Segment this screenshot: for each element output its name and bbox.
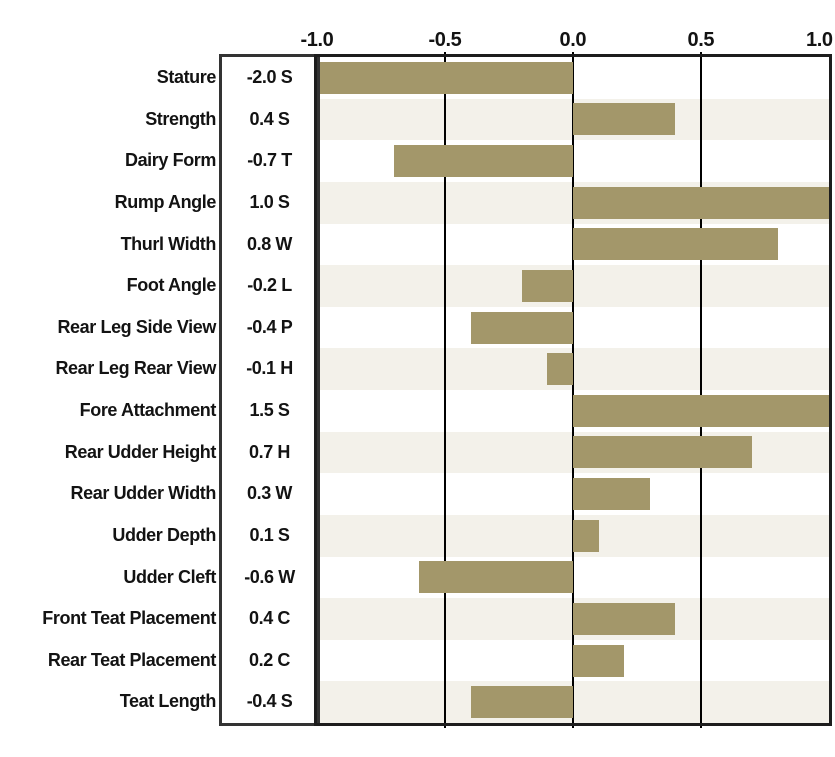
sta-bar bbox=[419, 561, 573, 594]
sta-value-label: 0.2 C bbox=[248, 649, 291, 670]
trait-label: Udder Cleft bbox=[123, 566, 216, 587]
sta-bar bbox=[547, 353, 573, 386]
sta-value-label: -0.6 W bbox=[244, 566, 295, 587]
trait-label: Rump Angle bbox=[114, 191, 217, 212]
x-axis-tick-label: -1.0 bbox=[300, 29, 334, 51]
trait-label: Rear Teat Placement bbox=[47, 649, 217, 670]
sta-value-label: 1.5 S bbox=[249, 400, 290, 420]
trait-label: Udder Depth bbox=[112, 524, 216, 545]
sta-bar bbox=[573, 602, 676, 635]
sta-bar bbox=[521, 269, 573, 302]
sta-value-label: -0.2 L bbox=[247, 275, 292, 296]
sta-bar bbox=[470, 686, 573, 719]
sta-bar bbox=[573, 436, 753, 469]
trait-label: Dairy Form bbox=[124, 150, 216, 171]
plot-area bbox=[317, 52, 829, 728]
trait-label: Foot Angle bbox=[126, 275, 217, 296]
trait-label: Rear Leg Side View bbox=[57, 316, 216, 337]
x-axis-tick-label: 0.0 bbox=[559, 29, 587, 51]
trait-label: Front Teat Placement bbox=[42, 608, 216, 629]
sta-bar bbox=[317, 61, 573, 94]
trait-label: Teat Length bbox=[119, 691, 217, 712]
trait-label: Rear Udder Width bbox=[70, 483, 217, 504]
trait-label: Rear Leg Rear View bbox=[55, 358, 216, 379]
trait-label: Thurl Width bbox=[120, 233, 217, 254]
sta-value-label: 1.0 S bbox=[249, 191, 290, 212]
sta-value-label: 0.7 H bbox=[248, 441, 291, 462]
trait-label: Stature bbox=[156, 67, 217, 87]
sta-bar bbox=[573, 103, 676, 136]
sta-bar bbox=[573, 644, 625, 677]
sta-bar bbox=[470, 311, 573, 344]
sta-bar bbox=[573, 186, 829, 219]
sta-bar bbox=[573, 228, 778, 261]
sta-bar bbox=[573, 394, 829, 427]
sta-value-label: -0.7 T bbox=[247, 150, 292, 171]
sta-value-label: 0.4 S bbox=[249, 108, 290, 129]
gridline bbox=[444, 52, 446, 728]
sta-value-label: 0.4 C bbox=[248, 608, 291, 629]
sta-bar bbox=[573, 519, 599, 552]
sta-value-label: -0.4 S bbox=[246, 691, 293, 712]
x-axis-tick-label: 1.0 bbox=[806, 29, 833, 51]
sta-bar bbox=[573, 478, 650, 511]
sta-value-label: -0.1 H bbox=[246, 358, 293, 379]
sta-value-label: -2.0 S bbox=[246, 67, 293, 87]
trait-label: Strength bbox=[145, 108, 216, 129]
sta-value-label: 0.1 S bbox=[249, 524, 290, 545]
trait-label: Fore Attachment bbox=[79, 400, 217, 420]
sta-value-label: 0.8 W bbox=[246, 233, 292, 254]
x-axis-tick-label: 0.5 bbox=[687, 29, 715, 51]
sta-value-label: -0.4 P bbox=[246, 316, 293, 337]
sta-bar bbox=[393, 145, 573, 178]
sta-value-label: 0.3 W bbox=[246, 483, 292, 504]
gridline bbox=[700, 52, 702, 728]
trait-label: Rear Udder Height bbox=[64, 441, 217, 462]
gridline bbox=[572, 52, 574, 728]
x-axis-tick-label: -0.5 bbox=[428, 29, 462, 51]
